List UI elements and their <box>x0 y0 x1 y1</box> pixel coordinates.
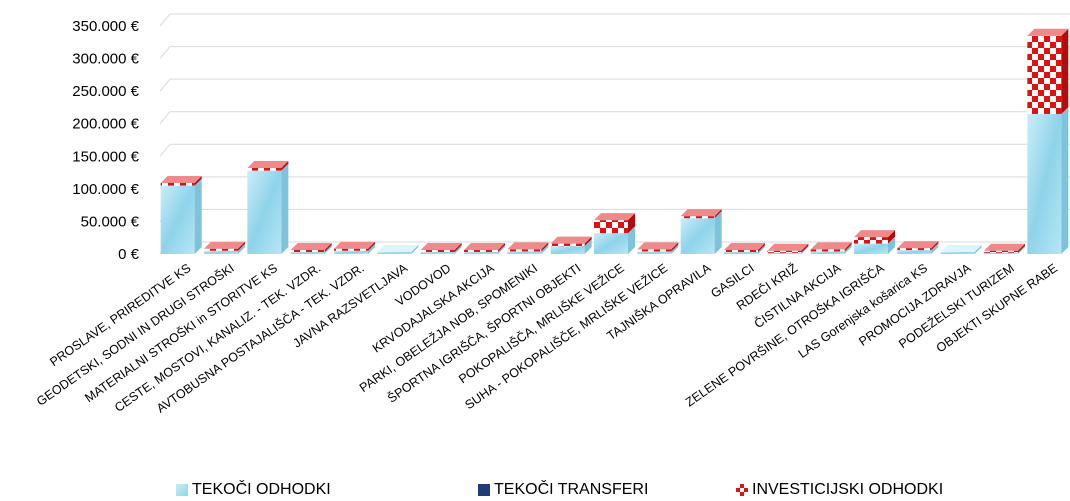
bar-2-10 <box>594 213 635 234</box>
bar-2-9 <box>550 236 592 247</box>
gridline-diag-6 <box>159 46 171 59</box>
bar-0-18 <box>940 245 982 254</box>
bar-2-17 <box>897 241 939 251</box>
gridlines <box>159 13 1070 255</box>
gridline-diag-5 <box>159 78 171 92</box>
legend-item-2: INVESTICIJSKI ODHODKI <box>736 480 943 500</box>
y-tick-label-5: 250.000 € <box>72 83 139 100</box>
bar-0-0 <box>160 178 202 254</box>
bar-2-4 <box>334 241 375 251</box>
y-tick-label-1: 50.000 € <box>81 213 140 230</box>
bar-0-2 <box>247 163 289 254</box>
bar-2-12 <box>680 209 722 219</box>
legend-swatch-2 <box>736 484 748 496</box>
legend-swatch-1 <box>478 484 490 496</box>
bar-2-2 <box>247 161 289 171</box>
legend-label-2: INVESTICIJSKI ODHODKI <box>752 481 944 498</box>
bar-2-6 <box>420 243 462 253</box>
legend-item-1: TEKOČI TRANSFERI <box>478 480 648 500</box>
bar-2-19 <box>984 243 1025 253</box>
bar-2-0 <box>160 175 202 186</box>
legend-label-1: TEKOČI TRANSFERI <box>494 481 649 498</box>
y-tick-label-3: 150.000 € <box>72 148 139 165</box>
bar-2-8 <box>507 242 549 252</box>
bar-2-13 <box>724 243 765 253</box>
bar-2-1 <box>204 241 245 251</box>
y-tick-label-4: 200.000 € <box>72 116 139 133</box>
y-tick-label-7: 350.000 € <box>72 18 139 35</box>
legend-label-0: TEKOČI ODHODKI <box>192 481 331 498</box>
y-tick-label-0: 0 € <box>118 246 140 263</box>
y-tick-label-2: 100.000 € <box>72 181 139 198</box>
gridline-diag-3 <box>159 143 171 157</box>
y-axis-ticks: 0 € 50.000 € 100.000 € 150.000 € 200.000 € 25… <box>72 18 139 263</box>
bar-2-3 <box>290 243 332 253</box>
category-label-2: MATERIALNI STROŠKI in STORITVE KS <box>82 260 280 405</box>
bar-2-16 <box>854 230 895 244</box>
legend-item-0: TEKOČI ODHODKI <box>176 480 331 500</box>
gridline-diag-7 <box>159 13 171 27</box>
bar-2-15 <box>810 242 852 252</box>
gridline-diag-4 <box>159 111 171 125</box>
bar-2-11 <box>637 242 679 252</box>
bar-0-5 <box>377 245 419 254</box>
bar-0-20 <box>1027 106 1069 254</box>
legend-swatch-0 <box>176 484 188 496</box>
bars <box>160 28 1069 254</box>
y-tick-label-6: 300.000 € <box>72 51 139 68</box>
bar-2-20 <box>1027 28 1069 114</box>
bar-2-14 <box>767 243 809 253</box>
bar-2-7 <box>464 243 505 253</box>
